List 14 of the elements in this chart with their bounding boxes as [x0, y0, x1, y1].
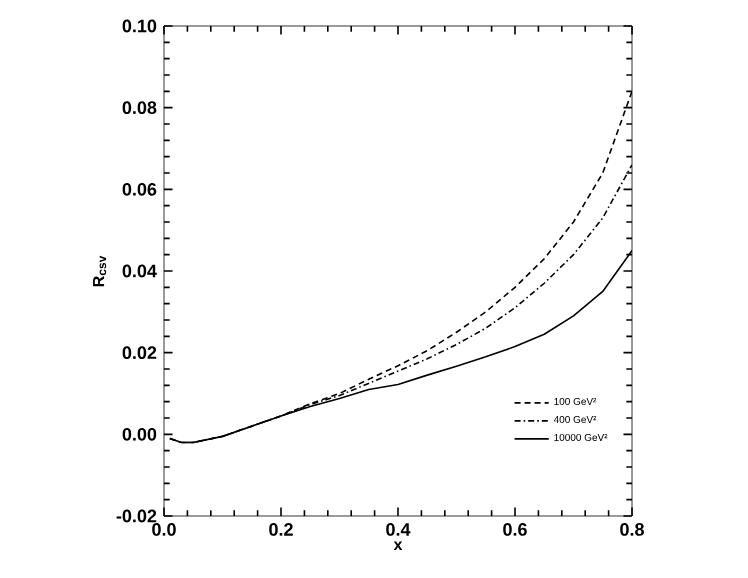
x-tick-label: 0.4 [386, 523, 411, 536]
y-tick-label: -0.02 [116, 509, 157, 523]
y-tick-label: 0.10 [122, 19, 157, 33]
y-tick-label: 0.06 [122, 182, 157, 196]
y-tick-label: 0.08 [122, 101, 157, 115]
y-axis-title: R$_{csv}$ [93, 255, 107, 287]
y-tick-label: 0.00 [122, 427, 157, 441]
y-tick-label: 0.02 [122, 346, 157, 360]
x-axis-title: x [393, 541, 403, 550]
x-tick-label: 0.6 [503, 523, 527, 536]
x-tick-label: 0.8 [620, 523, 644, 536]
y-tick-label: 0.04 [122, 264, 157, 278]
x-tick-label: 0.0 [152, 523, 176, 536]
x-tick-label: 0.2 [269, 523, 293, 536]
